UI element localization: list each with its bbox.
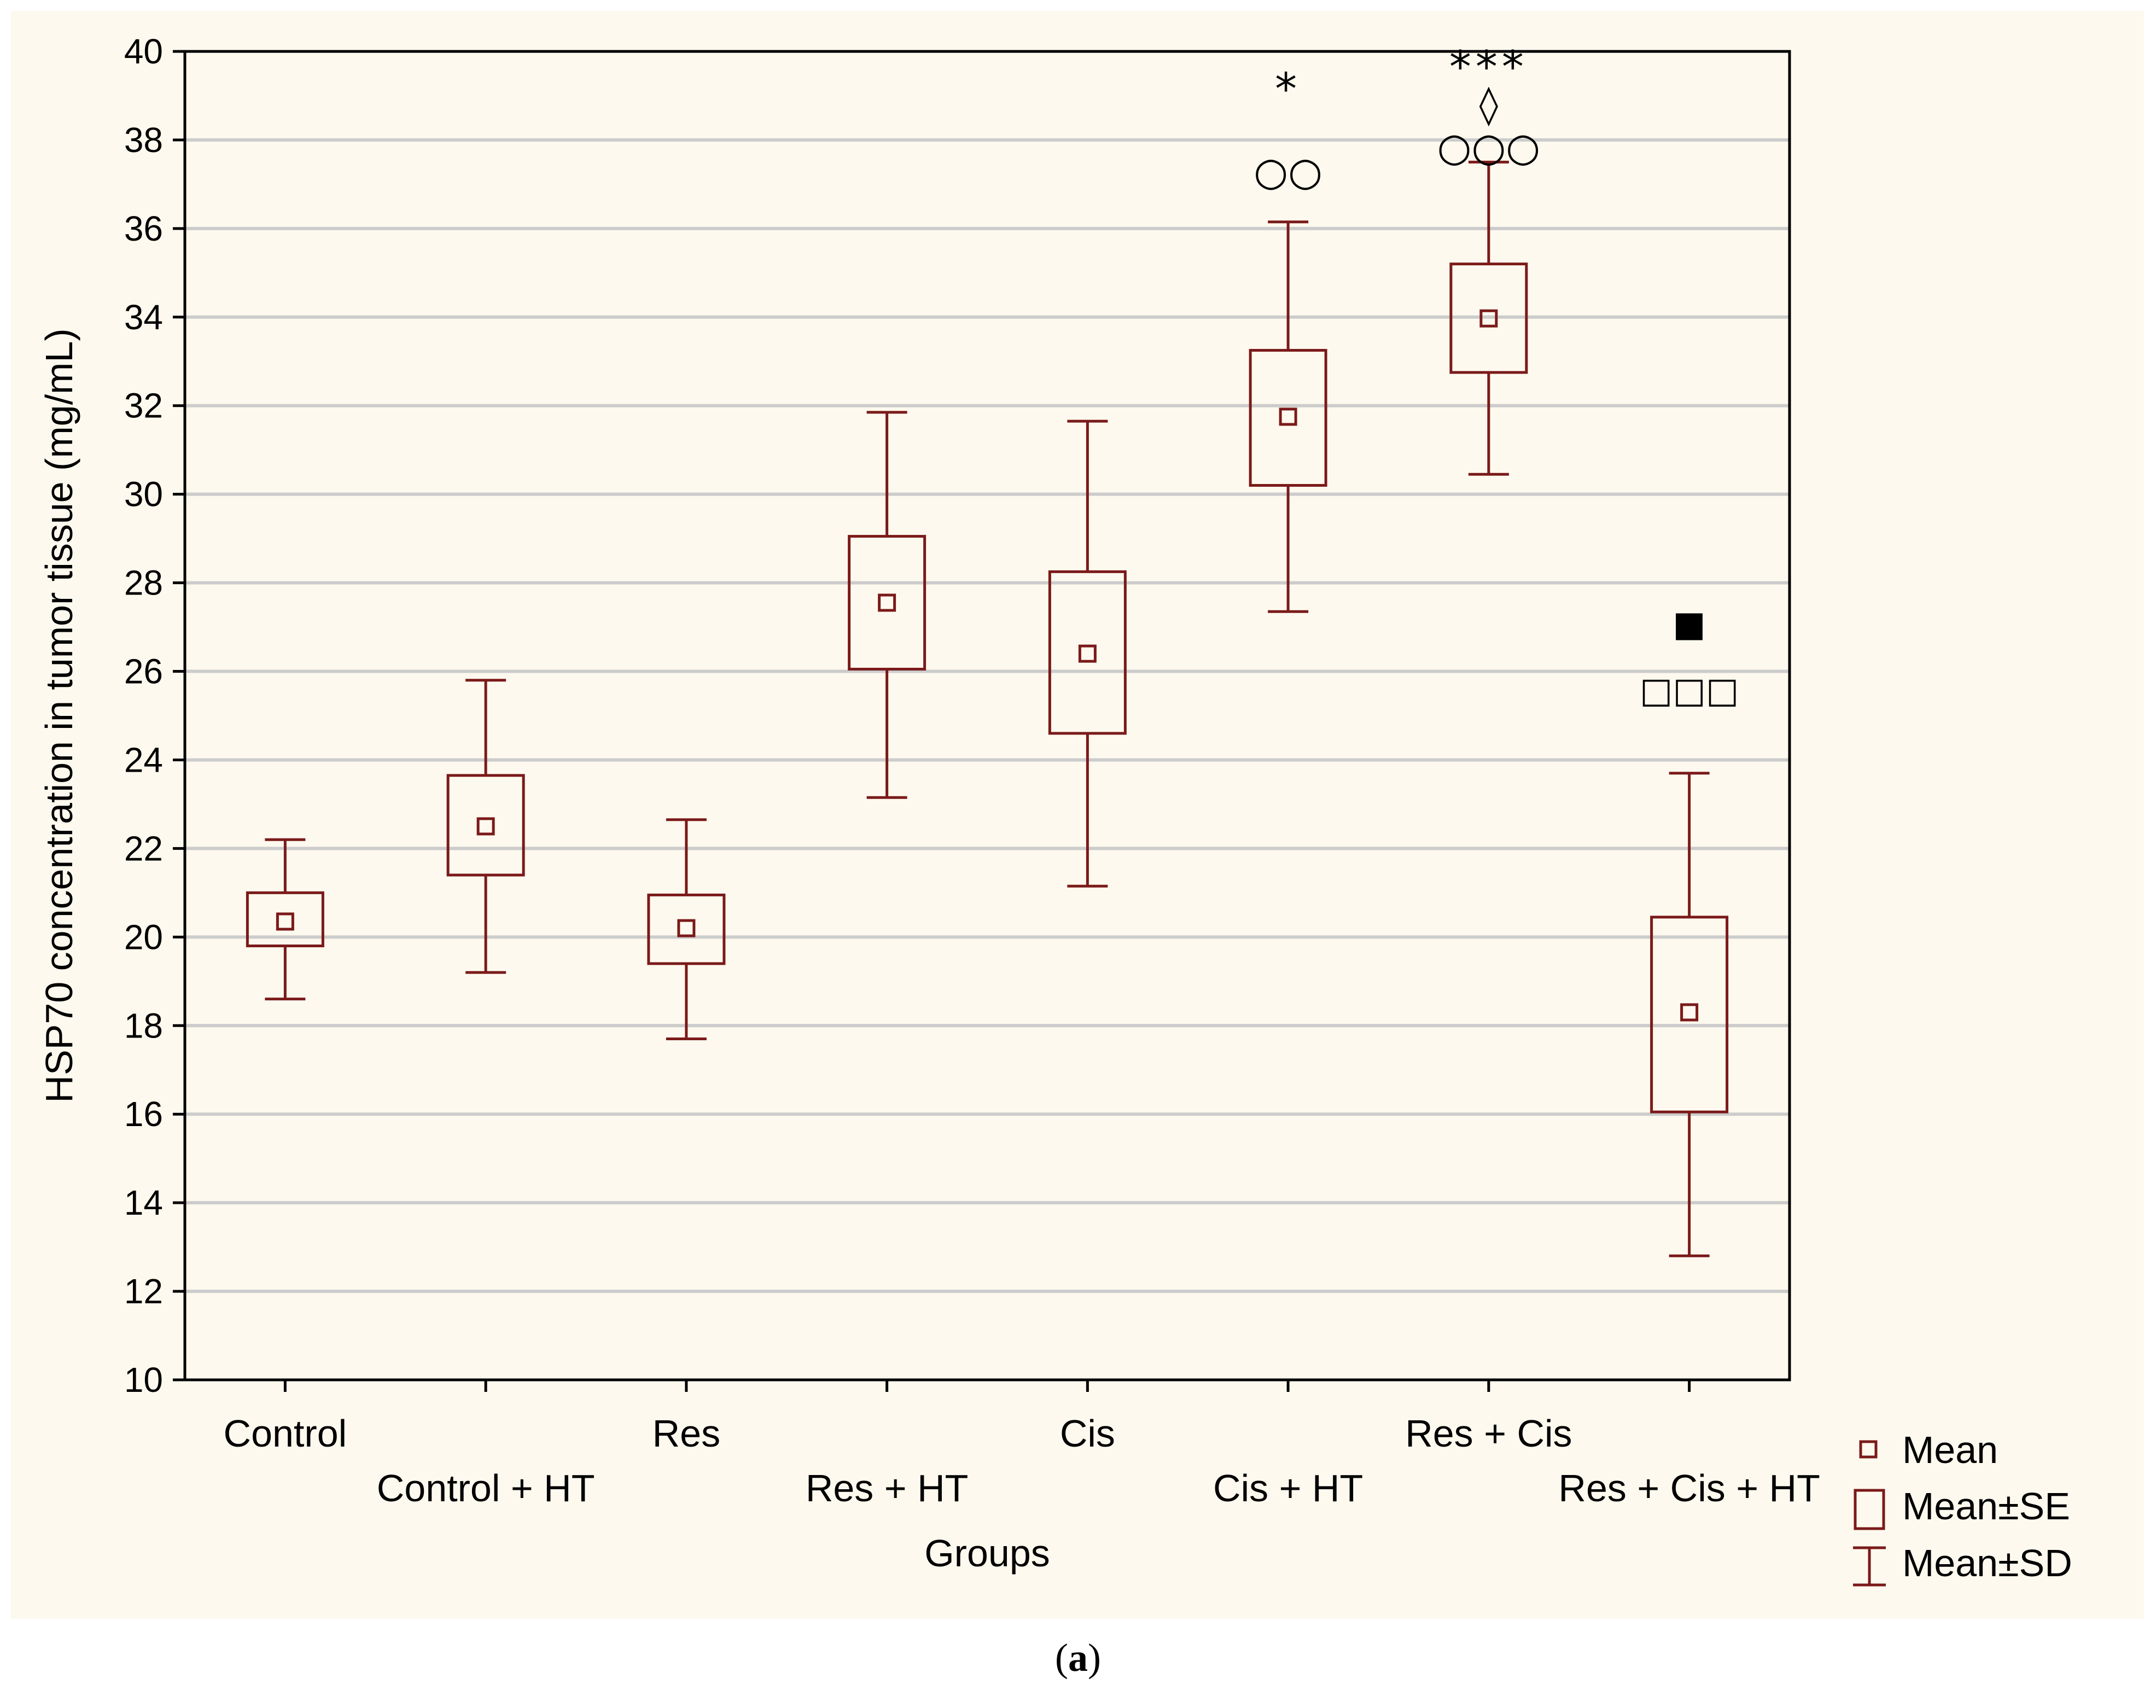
se-box: [1650, 916, 1729, 1114]
legend-sd-label: Mean±SD: [1902, 1542, 2072, 1584]
legend-se-label: Mean±SE: [1902, 1485, 2070, 1528]
mean-marker: [878, 593, 896, 612]
caption-letter: a: [1068, 1636, 1088, 1680]
y-tick-label: 36: [124, 209, 163, 248]
mean-marker: [276, 912, 294, 931]
x-tick-label: Cis + HT: [1213, 1467, 1363, 1509]
se-box: [647, 893, 726, 965]
mean-marker: [1680, 1003, 1699, 1022]
mean-marker: [1479, 309, 1498, 328]
y-tick-label: 28: [124, 563, 163, 603]
y-tick-label: 34: [124, 298, 163, 337]
legend-mean-symbol: [1859, 1440, 1878, 1459]
significance-annotation: ***: [1449, 42, 1528, 92]
significance-annotation: *: [1275, 64, 1301, 115]
se-box: [1449, 263, 1528, 374]
figure-caption: (a): [0, 1635, 2156, 1681]
y-tick-label: 22: [124, 829, 163, 868]
se-box: [848, 535, 927, 671]
significance-annotation: □□□: [1640, 671, 1739, 711]
y-tick-label: 12: [124, 1272, 163, 1311]
mean-marker: [1279, 407, 1297, 426]
x-tick-label: Res + HT: [806, 1467, 969, 1509]
x-axis-title: Groups: [924, 1532, 1050, 1575]
y-tick-label: 20: [124, 917, 163, 957]
y-tick-label: 14: [124, 1183, 163, 1222]
se-box: [446, 774, 525, 877]
x-tick-label: Control: [224, 1412, 347, 1455]
y-tick-label: 18: [124, 1006, 163, 1045]
x-tick-label: Control + HT: [377, 1467, 595, 1509]
legend-se-symbol: [1854, 1489, 1885, 1530]
y-tick-label: 30: [124, 475, 163, 514]
y-tick-label: 32: [124, 386, 163, 425]
significance-annotation: ◊: [1479, 82, 1499, 127]
x-tick-label: Res + Cis + HT: [1558, 1467, 1820, 1509]
chart-panel: 10 12 14 16 18 20 22 24 26 28 30 32 34 36 38 40 Control C…: [11, 11, 2144, 1619]
se-box: [246, 891, 324, 948]
plot-frame: [183, 50, 1791, 1381]
se-box: [1249, 349, 1327, 487]
mean-marker: [476, 817, 495, 836]
y-tick-label: 16: [124, 1094, 163, 1134]
se-box: [1048, 570, 1127, 735]
y-tick-label: 38: [124, 120, 163, 160]
significance-annotation: ■: [1673, 604, 1705, 644]
y-tick-label: 10: [124, 1360, 163, 1400]
x-tick-label: Res + Cis: [1405, 1412, 1572, 1455]
significance-annotation: ○○: [1254, 149, 1322, 195]
y-axis-title: HSP70 concentration in tumor tissue (mg/…: [38, 328, 80, 1103]
mean-marker: [1078, 644, 1097, 663]
x-tick-label: Cis: [1060, 1412, 1115, 1455]
x-tick-label: Res: [652, 1412, 720, 1455]
caption-close: ): [1088, 1636, 1101, 1680]
caption-open: (: [1055, 1636, 1068, 1680]
y-tick-label: 26: [124, 652, 163, 691]
y-tick-label: 24: [124, 740, 163, 779]
y-tick-label: 40: [124, 32, 163, 71]
boxplot-chart: 10 12 14 16 18 20 22 24 26 28 30 32 34 36 38 40 Control C…: [38, 32, 2072, 1587]
legend-mean-label: Mean: [1902, 1429, 1998, 1471]
mean-marker: [677, 919, 696, 937]
significance-annotation: ○○○: [1437, 124, 1540, 170]
